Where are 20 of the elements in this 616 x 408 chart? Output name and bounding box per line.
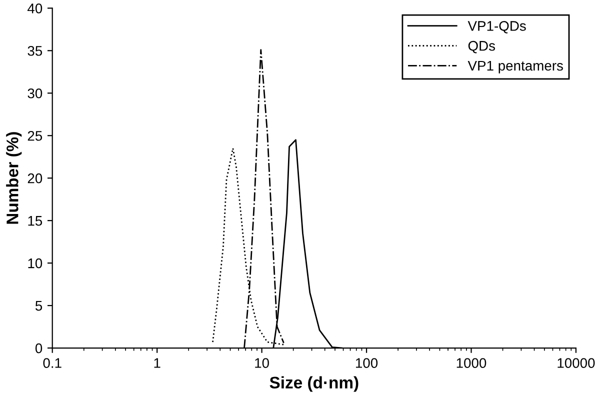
y-tick-label: 20 [28,173,42,184]
y-tick-label: 5 [35,301,42,311]
legend-label: QDs [468,40,496,54]
x-axis-title: Size (d·nm) [270,376,358,392]
y-tick-label: 25 [28,130,42,141]
x-tick-label: 0.1 [43,358,62,368]
y-tick-label: 30 [28,88,42,98]
y-tick-label: 0 [35,343,42,354]
legend-label: VP1 pentamers [468,60,563,74]
x-tick-label: 1000 [456,358,486,368]
x-tick-label: 100 [356,358,378,368]
y-tick-label: 10 [28,258,42,268]
x-tick-label: 10000 [558,358,595,368]
y-tick-label: 40 [28,3,42,14]
x-tick-label: 1 [154,358,160,368]
legend-label: VP1-QDs [468,21,526,34]
y-tick-label: 35 [28,46,42,56]
y-tick-label: 15 [28,216,42,226]
x-tick-label: 10 [255,358,269,368]
y-axis-title: Number (%) [6,132,22,224]
